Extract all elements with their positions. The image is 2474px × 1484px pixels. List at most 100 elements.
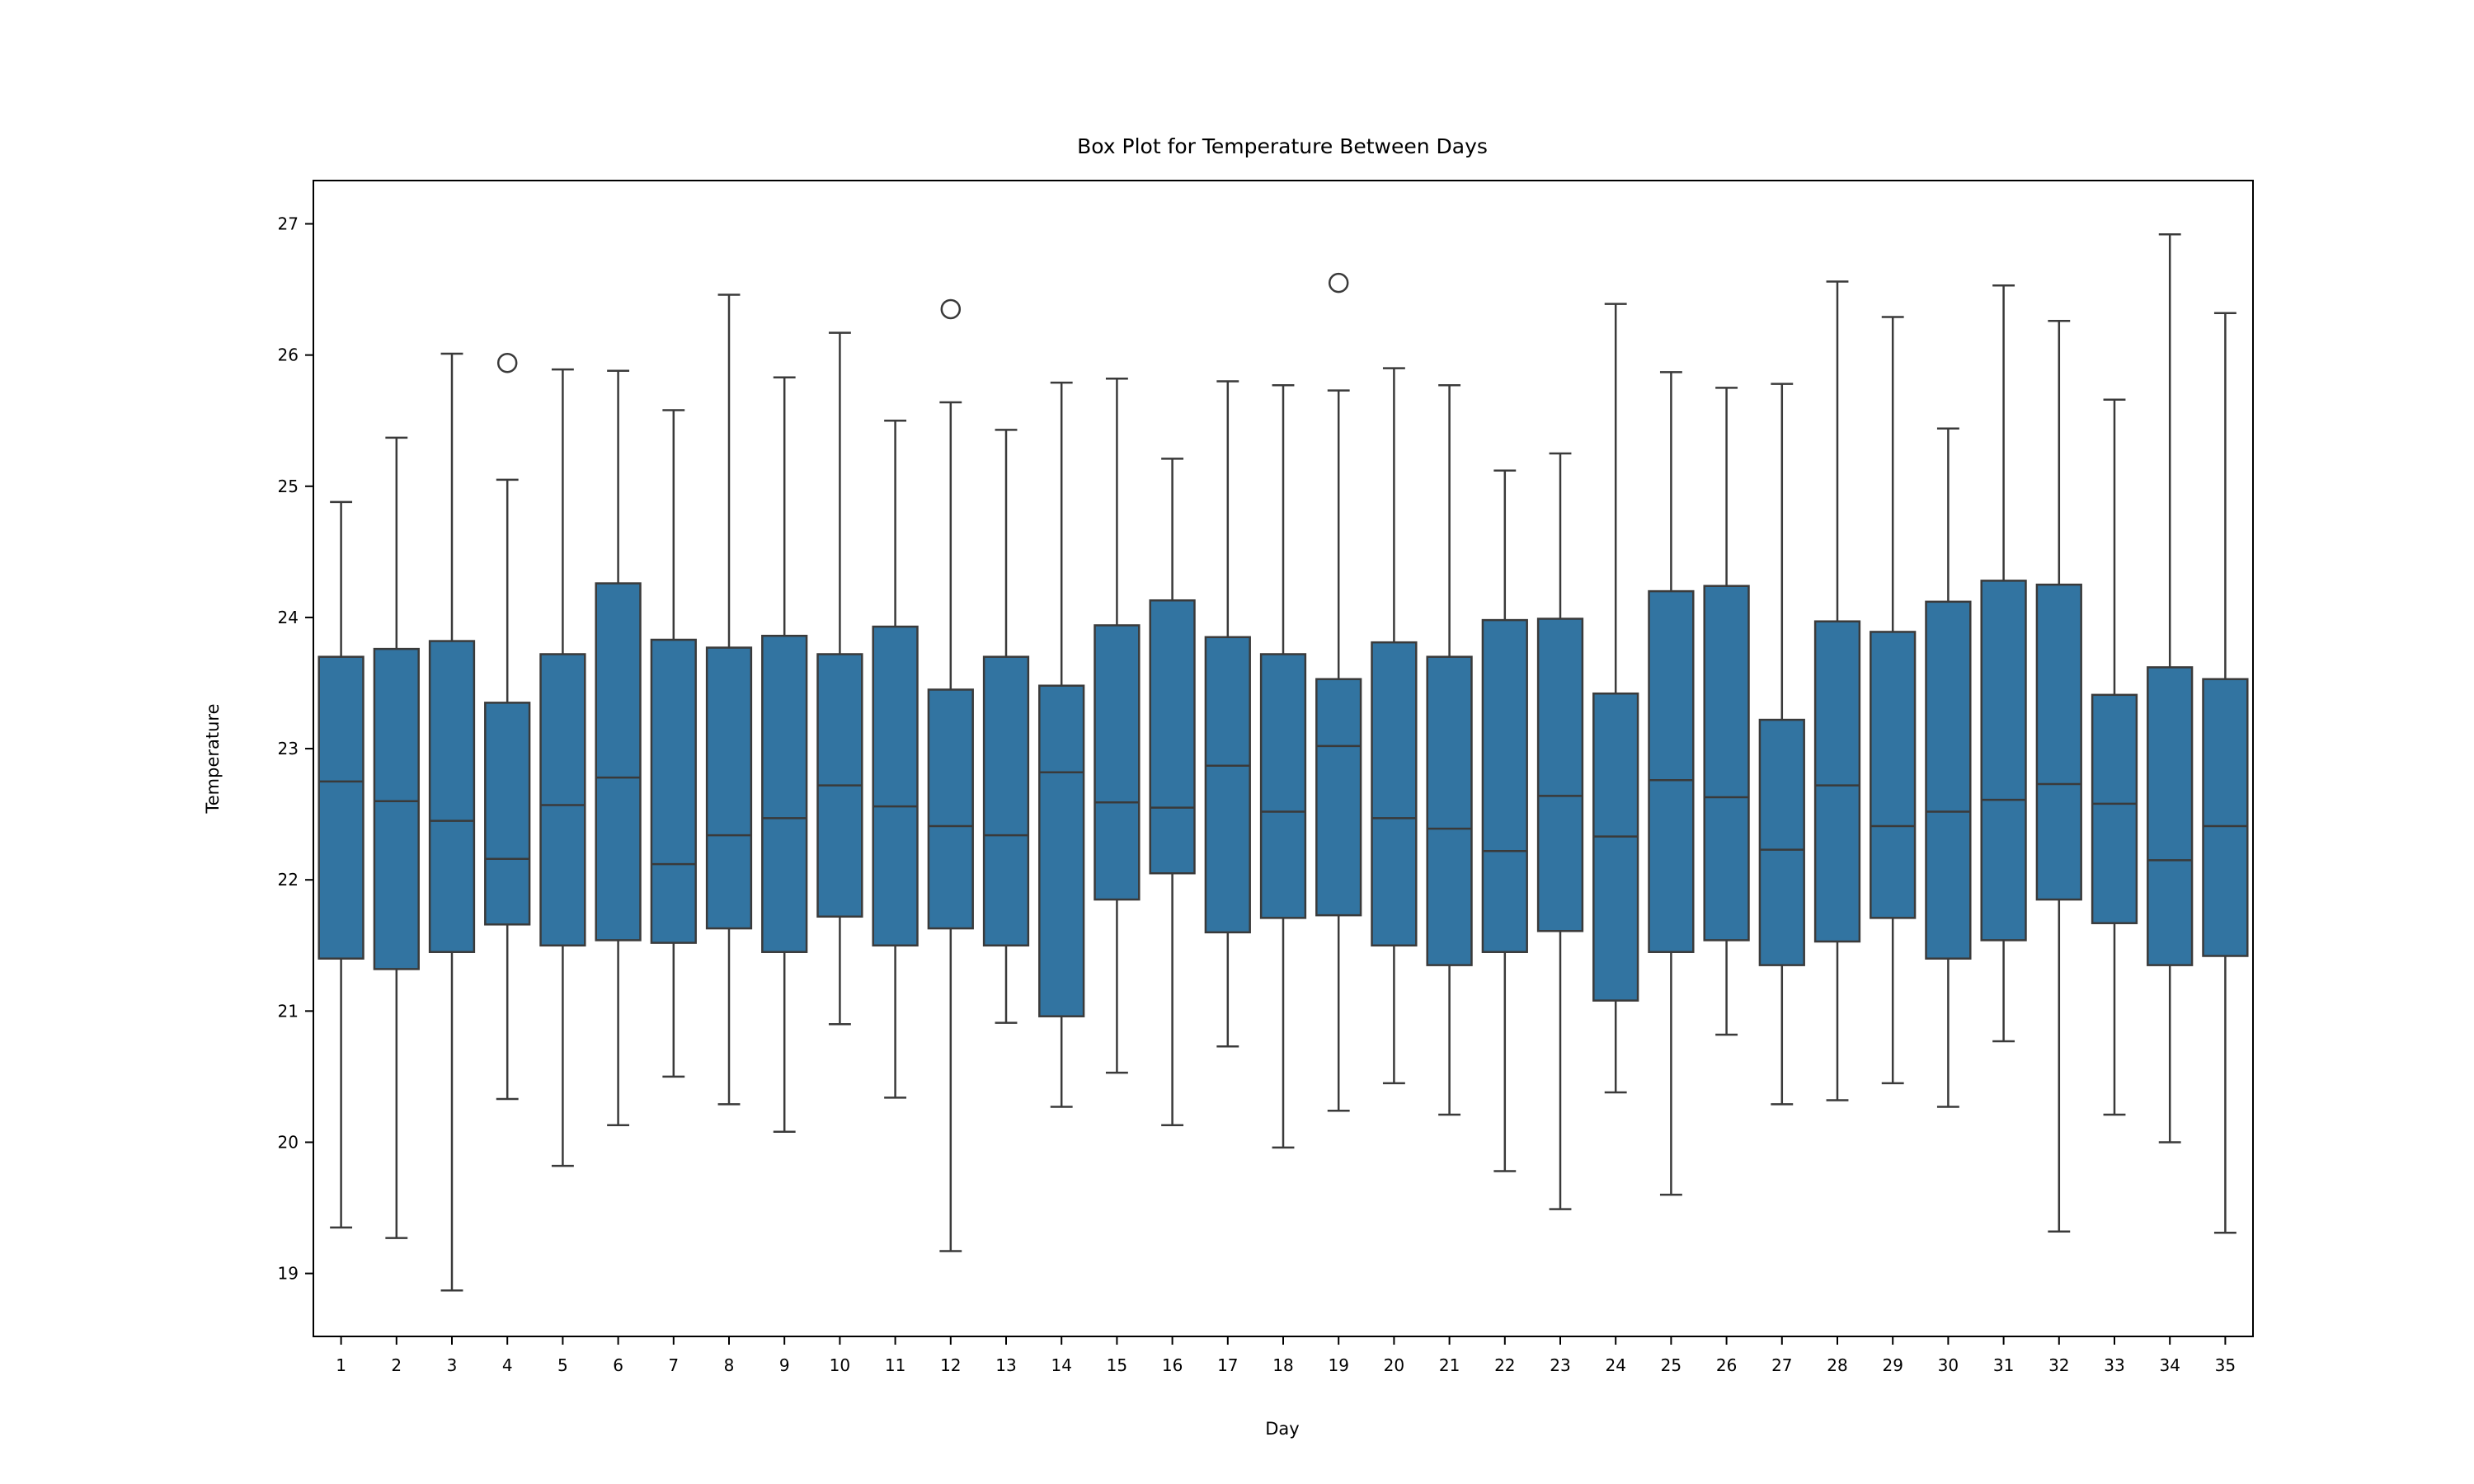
- x-tick-label: 32: [2048, 1355, 2069, 1375]
- box-day-30: [1925, 427, 1972, 1108]
- box-day-2: [373, 436, 420, 1239]
- y-tick-label: 20: [278, 1132, 299, 1152]
- box-day-35: [2202, 312, 2249, 1234]
- x-tick-label: 7: [668, 1355, 679, 1375]
- x-tick-label: 24: [1605, 1355, 1625, 1375]
- x-tick-label: 3: [447, 1355, 458, 1375]
- x-tick-label: 33: [2104, 1355, 2124, 1375]
- y-axis: 19 20 21 22 23 24 25 26 27: [278, 214, 313, 1284]
- outlier-point: [1328, 272, 1349, 294]
- box-day-17: [1204, 380, 1251, 1048]
- iqr-box: [317, 655, 365, 960]
- iqr-box: [1371, 641, 1418, 947]
- box-day-5: [539, 368, 586, 1167]
- iqr-box: [2035, 583, 2082, 901]
- iqr-box: [1813, 620, 1861, 943]
- y-tick-label: 25: [278, 477, 299, 496]
- iqr-box: [872, 625, 919, 947]
- x-tick-label: 19: [1328, 1355, 1348, 1375]
- iqr-box: [927, 688, 974, 930]
- x-tick-label: 4: [502, 1355, 513, 1375]
- iqr-box: [1536, 618, 1584, 932]
- iqr-box: [1592, 692, 1639, 1002]
- box-day-12: [927, 298, 974, 1252]
- x-tick-label: 26: [1716, 1355, 1737, 1375]
- box-day-34: [2147, 232, 2194, 1144]
- box-day-33: [2091, 398, 2138, 1116]
- x-tick-label: 2: [391, 1355, 402, 1375]
- iqr-box: [2202, 678, 2249, 957]
- iqr-box: [1426, 655, 1473, 966]
- y-tick-label: 26: [278, 345, 299, 365]
- box-day-24: [1592, 303, 1639, 1094]
- x-tick-label: 20: [1384, 1355, 1404, 1375]
- iqr-box: [1259, 653, 1307, 919]
- box-day-16: [1149, 458, 1196, 1127]
- iqr-box: [650, 638, 697, 944]
- iqr-box: [982, 655, 1030, 947]
- iqr-box: [484, 702, 531, 926]
- y-tick-label: 21: [278, 1001, 299, 1021]
- y-axis-label: Temperature: [203, 703, 223, 814]
- x-tick-label: 18: [1272, 1355, 1293, 1375]
- y-tick-label: 19: [278, 1264, 299, 1284]
- iqr-box: [1870, 631, 1917, 919]
- x-tick-label: 27: [1771, 1355, 1792, 1375]
- iqr-box: [1703, 585, 1750, 942]
- box-day-6: [595, 369, 642, 1127]
- x-tick-label: 15: [1107, 1355, 1127, 1375]
- iqr-box: [2091, 693, 2138, 924]
- x-tick-label: 28: [1827, 1355, 1847, 1375]
- box-day-7: [650, 409, 697, 1078]
- x-tick-label: 31: [1993, 1355, 2014, 1375]
- x-tick-label: 1: [336, 1355, 346, 1375]
- iqr-box: [1204, 636, 1251, 934]
- box-day-1: [317, 500, 365, 1229]
- x-axis: 1 2 3 4 5 6 7 8 9 10 11 12 13 14 15 16 17 18 19 20 21 22 23 24 2…: [336, 1336, 2236, 1375]
- box-day-14: [1038, 381, 1085, 1108]
- x-tick-label: 29: [1882, 1355, 1903, 1375]
- box-day-32: [2035, 320, 2082, 1233]
- box-day-3: [428, 352, 476, 1292]
- iqr-box: [373, 647, 420, 970]
- box-day-18: [1259, 384, 1307, 1149]
- box-day-25: [1648, 371, 1695, 1196]
- box-day-26: [1703, 387, 1750, 1036]
- box-day-27: [1758, 383, 1805, 1106]
- box-day-10: [816, 331, 863, 1026]
- x-tick-label: 9: [779, 1355, 790, 1375]
- iqr-box: [1481, 618, 1528, 953]
- iqr-box: [539, 653, 586, 947]
- outlier-point: [496, 352, 518, 373]
- x-tick-label: 22: [1494, 1355, 1515, 1375]
- x-tick-label: 12: [940, 1355, 961, 1375]
- box-day-19: [1315, 272, 1362, 1112]
- box-day-28: [1813, 280, 1861, 1101]
- x-tick-label: 6: [613, 1355, 623, 1375]
- x-tick-label: 14: [1051, 1355, 1071, 1375]
- plot-area: [317, 232, 2249, 1292]
- x-axis-label: Day: [1265, 1419, 1299, 1439]
- x-tick-label: 13: [995, 1355, 1016, 1375]
- x-tick-label: 34: [2159, 1355, 2180, 1375]
- x-tick-label: 11: [885, 1355, 905, 1375]
- iqr-box: [1758, 718, 1805, 966]
- box-day-22: [1481, 469, 1528, 1172]
- iqr-box: [1925, 600, 1972, 960]
- y-tick-label: 24: [278, 608, 299, 627]
- iqr-box: [705, 646, 753, 930]
- iqr-box: [595, 582, 642, 942]
- x-tick-label: 23: [1550, 1355, 1570, 1375]
- iqr-box: [1094, 624, 1141, 901]
- box-day-11: [872, 419, 919, 1099]
- iqr-box: [761, 634, 808, 953]
- x-tick-label: 10: [830, 1355, 850, 1375]
- box-day-23: [1536, 452, 1584, 1210]
- iqr-box: [1315, 678, 1362, 917]
- x-tick-label: 30: [1938, 1355, 1959, 1375]
- box-day-29: [1870, 316, 1917, 1085]
- iqr-box: [428, 640, 476, 953]
- box-day-20: [1371, 367, 1418, 1085]
- x-tick-label: 21: [1439, 1355, 1460, 1375]
